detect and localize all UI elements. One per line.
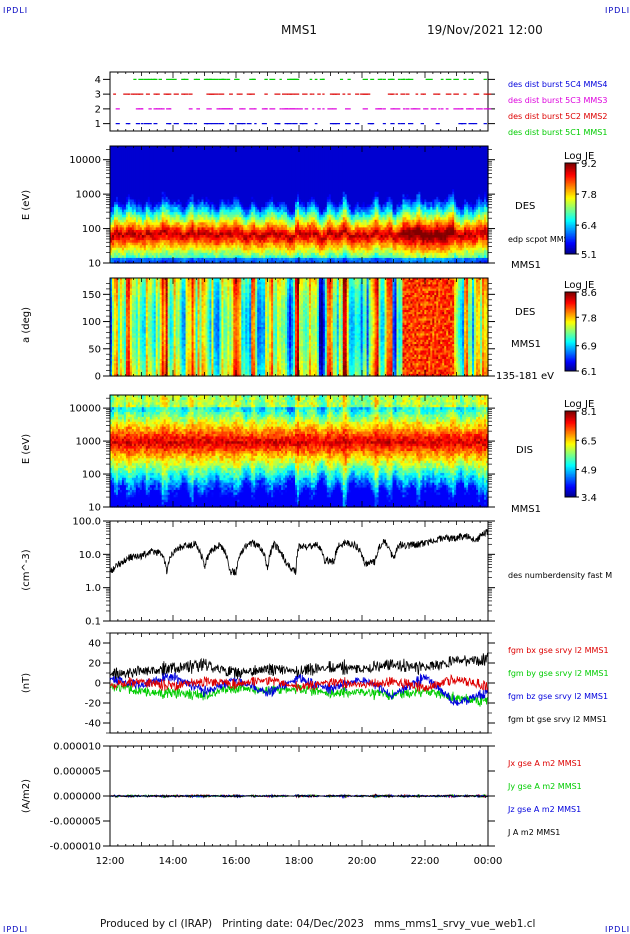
dis-energy-colorbar: [565, 411, 576, 498]
des-pitch-ytick-label: 100: [82, 317, 101, 328]
des-energy-ytick-label: 1000: [76, 190, 101, 201]
dis-energy-colorbar-tick-label: 8.1: [581, 407, 597, 418]
burst-panel-ytick-label: 2: [95, 104, 101, 115]
burst-legend-entry: des dist burst 5C2 MMS2: [508, 112, 607, 121]
des-energy-ylabel: E (eV): [21, 190, 32, 220]
bfield-panel-ytick-label: 20: [88, 659, 101, 670]
des-pitch-colorbar-tick-label: 7.8: [581, 313, 597, 324]
current-panel-ytick-label: -0.000010: [50, 842, 101, 853]
burst-panel-ytick-label: 4: [95, 75, 101, 86]
des-pitch-colorbar-tick-label: 6.9: [581, 342, 597, 353]
bfield-legend-entry: fgm bt gse srvy l2 MMS1: [508, 715, 607, 724]
dis-energy-colorbar-tick-label: 3.4: [581, 493, 597, 504]
burst-legend-entry: des dist burst 5C4 MMS4: [508, 80, 607, 89]
des-pitch-ytick-label: 150: [82, 290, 101, 301]
time-axis-label: 00:00: [474, 856, 503, 867]
footer-filename: mms_mms1_srvy_vue_web1.cl: [374, 918, 536, 930]
des-pitch-energy-range: 135-181 eV: [496, 371, 554, 382]
time-axis-label: 12:00: [96, 856, 125, 867]
time-axis-label: 20:00: [348, 856, 377, 867]
dis-energy-cells: [110, 395, 489, 508]
burst-legend-entry: des dist burst 5C3 MMS3: [508, 96, 607, 105]
des-pitch-colorbar-tick-label: 6.1: [581, 367, 597, 378]
des-pitch-ytick-label: 50: [88, 344, 101, 355]
dis-energy-instrument: DIS: [516, 445, 533, 456]
current-panel-ytick-label: -0.000005: [50, 817, 101, 828]
density-panel-ytick-label: 1.0: [85, 583, 101, 594]
des-pitch-colorbar-tick-label: 8.6: [581, 288, 597, 299]
des-pitch-cells: [110, 278, 489, 377]
bfield-legend-entry: fgm bz gse srvy l2 MMS1: [508, 692, 608, 701]
dis-energy-colorbar-tick-label: 6.5: [581, 436, 597, 447]
burst-panel-ytick-label: 3: [95, 90, 101, 101]
des-pitch-ytick-label: 0: [95, 372, 101, 383]
des-energy-colorbar-tick-label: 5.1: [581, 250, 597, 261]
footer-produced-by: Produced by cl (IRAP): [100, 918, 212, 930]
current-legend-entry: Jx gse A m2 MMS1: [507, 759, 582, 768]
time-axis-label: 16:00: [222, 856, 251, 867]
dis-energy-colorbar-tick-label: 4.9: [581, 466, 597, 477]
time-axis-label: 22:00: [411, 856, 440, 867]
bfield-legend-entry: fgm bx gse srvy l2 MMS1: [508, 646, 609, 655]
dis-energy-ytick-label: 100: [82, 470, 101, 481]
current-legend-entry: Jy gse A m2 MMS1: [507, 782, 582, 791]
des-energy-scpot-label: edp scpot MMS1: [508, 235, 574, 244]
des-energy-cells: [110, 146, 489, 264]
des-energy-colorbar: [565, 163, 576, 255]
density-panel-ytick-label: 100.0: [72, 517, 101, 528]
des-energy-colorbar-tick-label: 7.8: [581, 190, 597, 201]
des-pitch-mms-label: MMS1: [511, 339, 541, 350]
bfield-panel-ytick-label: 0: [95, 679, 101, 690]
current-legend-entry: J A m2 MMS1: [507, 828, 560, 837]
current-panel-ytick-label: 0.000010: [53, 742, 101, 753]
des-pitch-colorbar: [565, 292, 576, 372]
dis-energy-ytick-label: 1000: [76, 437, 101, 448]
des-energy-instrument: DES: [515, 201, 535, 212]
density-panel-ytick-label: 10.0: [79, 550, 101, 561]
des-pitch-ylabel: a (deg): [21, 307, 32, 343]
density-panel-ytick-label: 0.1: [85, 617, 101, 628]
des-energy-ytick-label: 10000: [69, 155, 101, 166]
footer-printing-date: Printing date: 04/Dec/2023: [222, 918, 364, 930]
bfield-ylabel: (nT): [21, 673, 32, 693]
des-energy-mms-label: MMS1: [511, 260, 541, 271]
dis-energy-mms-label: MMS1: [511, 504, 541, 515]
des-energy-colorbar-tick-label: 6.4: [581, 221, 597, 232]
des-energy-colorbar-tick-label: 9.2: [581, 159, 597, 170]
burst-legend-entry: des dist burst 5C1 MMS1: [508, 128, 607, 137]
dis-energy-ytick-label: 10000: [69, 404, 101, 415]
current-panel-ytick-label: 0.000005: [53, 767, 101, 778]
bfield-panel-ytick-label: 40: [88, 639, 101, 650]
des-pitch-instrument: DES: [515, 307, 535, 318]
des-energy-ytick-label: 10: [88, 259, 101, 270]
dis-energy-ylabel: E (eV): [21, 434, 32, 464]
density-legend: des numberdensity fast M: [508, 571, 612, 580]
current-panel-ytick-label: 0.000000: [53, 792, 101, 803]
current-ylabel: (A/m2): [21, 779, 32, 813]
burst-panel-frame: [110, 72, 488, 131]
des-energy-ytick-label: 100: [82, 224, 101, 235]
bfield-legend-entry: fgm by gse srvy l2 MMS1: [508, 669, 609, 678]
bfield-panel-ytick-label: -40: [85, 719, 101, 730]
dis-energy-ytick-label: 10: [88, 503, 101, 514]
current-legend-entry: Jz gse A m2 MMS1: [507, 805, 581, 814]
footer: Produced by cl (IRAP) Printing date: 04/…: [100, 918, 535, 930]
bfield-panel-ytick-label: -20: [85, 699, 101, 710]
density-ylabel: (cm^-3): [21, 549, 32, 590]
density-series: [110, 529, 488, 575]
burst-panel-ytick-label: 1: [95, 119, 101, 130]
time-axis-label: 14:00: [159, 856, 188, 867]
time-axis-label: 18:00: [285, 856, 314, 867]
bfield-series: [110, 673, 488, 706]
